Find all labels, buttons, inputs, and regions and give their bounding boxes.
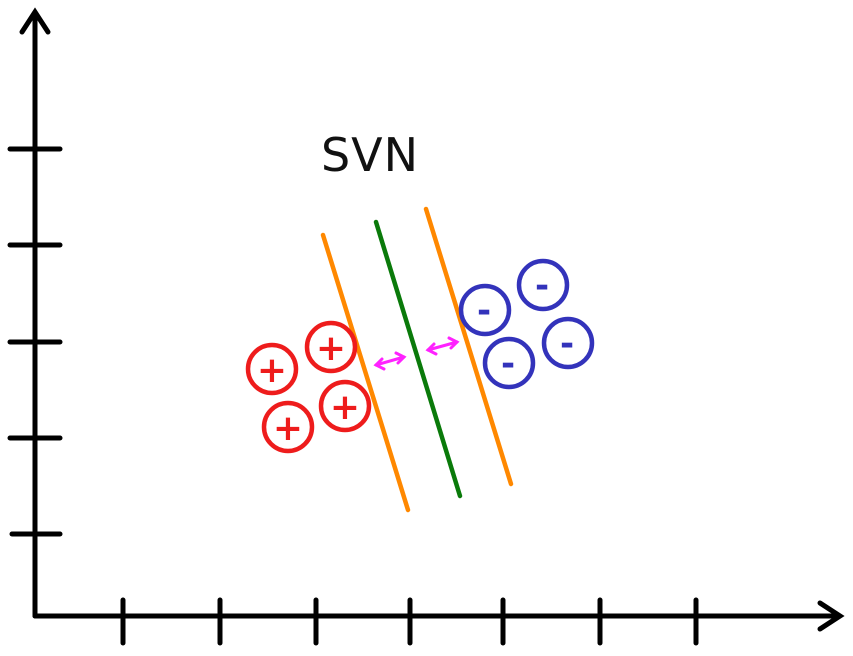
negative-sample: - xyxy=(482,336,536,390)
svg-text:-: - xyxy=(560,324,574,364)
margin-line-right xyxy=(423,206,514,487)
positive-sample: + xyxy=(304,320,358,374)
positive-sample: + xyxy=(261,400,315,454)
x-axis-arrowhead-icon xyxy=(817,600,845,632)
svg-text:+: + xyxy=(273,408,303,449)
negative-sample: - xyxy=(458,283,512,337)
margin-line-left xyxy=(320,232,411,513)
axes xyxy=(7,7,845,646)
negative-sample: - xyxy=(541,316,595,370)
y-axis-arrowhead-icon xyxy=(19,7,51,35)
margin-arrows xyxy=(373,336,460,371)
svg-text:+: + xyxy=(257,350,287,391)
negative-sample: - xyxy=(516,258,570,312)
svg-text:-: - xyxy=(477,291,491,331)
positive-sample: + xyxy=(318,379,372,433)
svg-text:+: + xyxy=(316,328,346,369)
svg-text:+: + xyxy=(330,387,360,428)
svg-text:-: - xyxy=(501,344,515,384)
svg-text:-: - xyxy=(535,266,549,306)
negative-samples: - - - - xyxy=(458,258,595,390)
diagram-title: SVN xyxy=(320,128,420,182)
positive-sample: + xyxy=(245,342,299,396)
separators xyxy=(320,206,514,513)
margin-double-arrow-icon xyxy=(373,351,407,371)
margin-double-arrow-icon xyxy=(425,336,460,356)
positive-samples: + + + + xyxy=(245,320,372,454)
hyperplane xyxy=(373,219,463,499)
